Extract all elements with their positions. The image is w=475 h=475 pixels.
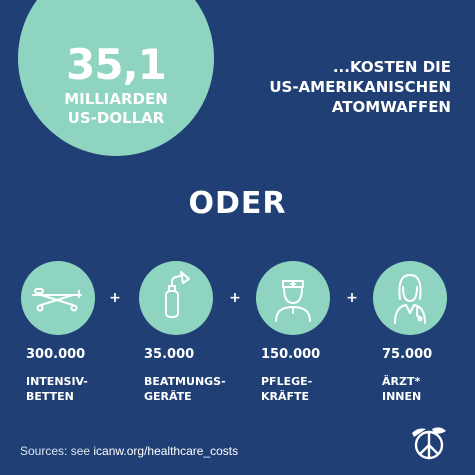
item-circle-beds	[21, 261, 95, 335]
item-label-doctors: ÄRZT* INNEN	[382, 375, 422, 403]
hospital-bed-icon	[32, 288, 82, 312]
plus-sign-1: +	[109, 290, 121, 306]
item-value-doctors: 75.000	[382, 347, 433, 362]
headline: ...KOSTEN DIE US-AMERIKANISCHEN ATOMWAFF…	[231, 57, 451, 117]
hero-circle	[18, 0, 214, 156]
headline-line1: ...KOSTEN DIE	[332, 58, 451, 76]
item-circle-doctors	[373, 261, 447, 335]
separator-oder: ODER	[188, 186, 287, 221]
headline-line2: US-AMERIKANISCHEN	[269, 78, 451, 96]
item-circle-ventilators	[139, 261, 213, 335]
hero-unit-line2: US-DOLLAR	[67, 109, 165, 127]
nurse-icon	[275, 280, 311, 322]
item-label-beds: INTENSIV- BETTEN	[26, 375, 88, 403]
hero-unit: MILLIARDEN US-DOLLAR	[18, 90, 214, 128]
item-value-ventilators: 35.000	[144, 347, 195, 362]
item-circle-nurses	[256, 261, 330, 335]
headline-line3: ATOMWAFFEN	[331, 98, 451, 116]
sources-prefix: Sources: see	[20, 444, 94, 458]
item-label-ventilators: BEATMUNGS- GERÄTE	[144, 375, 226, 403]
item-value-beds: 300.000	[26, 347, 86, 362]
doctor-icon	[394, 274, 426, 324]
plus-sign-3: +	[346, 290, 358, 306]
item-value-nurses: 150.000	[261, 347, 321, 362]
ventilator-icon	[165, 271, 190, 318]
hero-unit-line1: MILLIARDEN	[64, 90, 168, 108]
sources-text: Sources: see icanw.org/healthcare_costs	[20, 444, 238, 458]
plus-sign-2: +	[229, 290, 241, 306]
item-label-nurses: PFLEGE- KRÄFTE	[261, 375, 313, 403]
hero-amount: 35,1	[66, 40, 167, 89]
ican-logo-icon	[412, 427, 446, 460]
sources-link[interactable]: icanw.org/healthcare_costs	[93, 444, 239, 458]
